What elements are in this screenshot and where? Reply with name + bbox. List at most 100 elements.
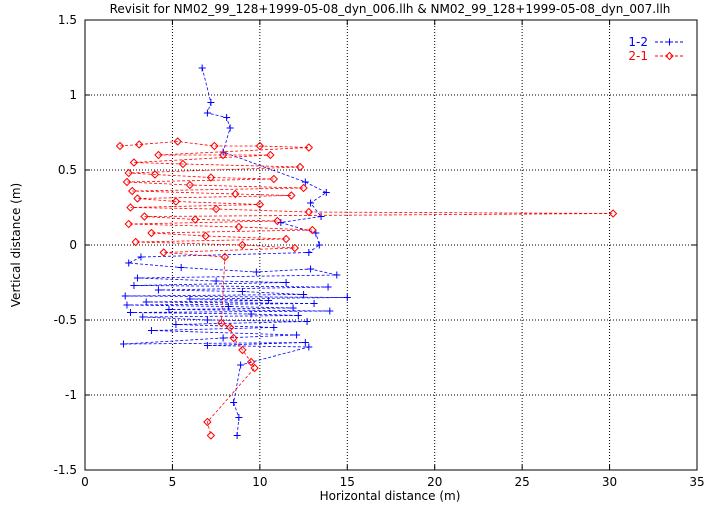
data-point-diamond <box>150 170 160 179</box>
data-point-plus <box>137 253 145 261</box>
data-point-plus <box>322 189 330 196</box>
data-point-diamond <box>246 357 256 367</box>
data-point-diamond <box>211 204 221 214</box>
data-point-plus <box>224 303 232 310</box>
data-point-diamond <box>220 252 230 262</box>
x-tick-label: 10 <box>252 475 267 489</box>
data-point-plus <box>300 291 308 298</box>
y-tick-label: -0.5 <box>54 313 77 327</box>
data-point-plus <box>230 399 238 406</box>
data-point-plus <box>301 178 309 186</box>
chart-title: Revisit for NM02_99_128+1999-05-08_dyn_0… <box>110 2 671 16</box>
data-point-diamond <box>134 140 144 149</box>
data-point-plus <box>177 264 185 271</box>
data-point-diamond <box>266 150 275 160</box>
x-axis-label: Horizontal distance (m) <box>320 489 461 503</box>
data-point-diamond <box>122 177 132 187</box>
data-point-plus <box>282 279 290 286</box>
data-point-plus <box>223 114 231 121</box>
series-line <box>123 67 348 436</box>
data-point-diamond <box>159 248 168 257</box>
data-point-plus <box>133 274 141 282</box>
data-point-diamond <box>231 189 240 199</box>
data-point-plus <box>212 277 220 285</box>
data-point-plus <box>247 310 255 318</box>
data-point-plus <box>226 124 234 132</box>
data-point-plus <box>333 271 341 279</box>
data-point-diamond <box>255 141 265 151</box>
x-tick-label: 30 <box>602 475 617 489</box>
y-tick-label: 0 <box>69 238 77 252</box>
data-point-plus <box>123 301 131 309</box>
data-point-diamond <box>217 318 226 328</box>
data-point-diamond <box>206 173 216 182</box>
y-tick-label: -1 <box>65 388 77 402</box>
data-point-diamond <box>304 143 314 152</box>
data-point-diamond <box>129 158 139 167</box>
data-point-diamond <box>269 174 279 184</box>
data-point-diamond <box>304 207 314 217</box>
data-point-plus <box>310 300 318 307</box>
data-point-diamond <box>154 150 163 160</box>
data-point-diamond <box>308 225 317 235</box>
data-point-diamond <box>665 51 674 61</box>
data-point-diamond <box>238 345 247 355</box>
data-point-plus <box>315 241 323 249</box>
legend-label: 1-2 <box>628 35 648 49</box>
data-point-plus <box>203 109 211 117</box>
data-point-diamond <box>229 333 238 343</box>
data-point-diamond <box>128 186 137 196</box>
data-point-plus <box>207 99 215 106</box>
data-point-plus <box>165 306 173 313</box>
data-point-diamond <box>185 180 195 190</box>
data-point-diamond <box>201 231 210 241</box>
legend-label: 2-1 <box>628 49 648 63</box>
data-point-diamond <box>203 417 212 427</box>
data-point-plus <box>277 219 285 226</box>
data-point-plus <box>121 292 129 300</box>
data-point-plus <box>147 327 155 334</box>
data-point-diamond <box>255 200 265 209</box>
data-point-diamond <box>171 197 181 206</box>
axis-ticks: 0 5 10 15 20 25 30 35 -1.5 -1 -0.5 0 0.5 1 1.5 <box>54 13 705 489</box>
data-point-plus <box>237 361 245 369</box>
data-point-diamond <box>238 240 247 250</box>
data-point-plus <box>126 309 134 316</box>
data-point-plus <box>293 331 301 339</box>
data-point-diamond <box>290 243 300 253</box>
series-line <box>119 141 614 436</box>
data-point-diamond <box>218 150 228 160</box>
x-tick-label: 5 <box>169 475 177 489</box>
data-point-plus <box>235 414 243 421</box>
data-point-plus <box>317 213 325 220</box>
data-point-diamond <box>173 137 182 146</box>
data-point-plus <box>130 282 138 289</box>
x-tick-label: 15 <box>340 475 355 489</box>
data-point-diamond <box>295 162 305 172</box>
data-point-plus <box>307 265 315 273</box>
data-point-plus <box>142 298 150 306</box>
data-point-plus <box>172 321 180 328</box>
data-point-plus <box>305 343 313 351</box>
x-tick-label: 25 <box>515 475 530 489</box>
data-point-plus <box>326 307 334 315</box>
data-point-plus <box>186 295 194 303</box>
data-point-plus <box>289 304 297 312</box>
x-tick-label: 0 <box>81 475 89 489</box>
data-point-diamond <box>206 431 216 440</box>
data-point-diamond <box>299 183 308 193</box>
data-point-diamond <box>133 194 142 203</box>
data-point-plus <box>324 283 332 291</box>
x-tick-label: 35 <box>689 475 704 489</box>
series-1 <box>119 64 351 439</box>
data-point-plus <box>343 294 351 301</box>
data-point-plus <box>198 64 206 72</box>
data-point-diamond <box>281 234 291 244</box>
data-point-plus <box>307 199 315 207</box>
series-layer <box>115 64 618 440</box>
y-tick-label: -1.5 <box>54 463 77 477</box>
legend: 1-22-1 <box>628 35 684 63</box>
data-point-plus <box>238 288 246 295</box>
data-point-plus <box>125 259 133 267</box>
